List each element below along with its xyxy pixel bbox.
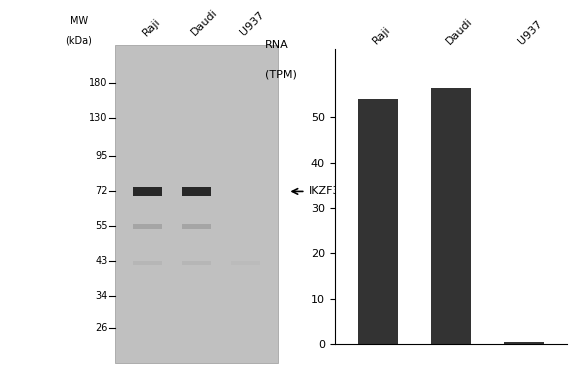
Text: (kDa): (kDa) [65,36,92,45]
Text: 72: 72 [95,186,108,197]
Text: IKZF3: IKZF3 [308,186,340,197]
Text: MW: MW [70,17,88,26]
Bar [115,45,278,363]
Text: Raji: Raji [141,16,162,38]
Text: RNA: RNA [265,40,289,50]
Text: 55: 55 [95,222,108,231]
Bar [182,261,211,265]
Text: 130: 130 [89,113,108,123]
Text: 95: 95 [95,152,108,161]
Text: 180: 180 [89,79,108,88]
Text: 26: 26 [95,323,108,333]
Text: (TPM): (TPM) [265,70,297,80]
Bar [504,342,544,344]
Bar [231,261,261,265]
Bar [133,187,162,195]
Bar [182,187,211,195]
Bar [431,88,471,344]
Bar [133,224,162,229]
Text: Daudi: Daudi [444,16,474,46]
Text: U937: U937 [517,19,545,46]
Text: 34: 34 [95,291,108,301]
Text: U937: U937 [239,10,267,38]
Bar [133,261,162,265]
Text: Daudi: Daudi [190,8,220,38]
Text: Raji: Raji [371,25,393,46]
Bar [182,224,211,229]
Text: 43: 43 [95,256,108,266]
Bar [359,99,398,344]
